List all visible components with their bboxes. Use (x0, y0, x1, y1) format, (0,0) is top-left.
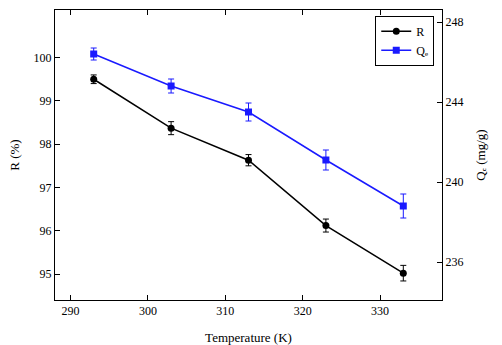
svg-text:100: 100 (34, 51, 52, 65)
svg-text:R (%): R (%) (7, 139, 22, 170)
svg-text:248: 248 (445, 15, 463, 29)
svg-text:300: 300 (139, 304, 157, 318)
svg-text:310: 310 (216, 304, 234, 318)
svg-text:Qₑ: Qₑ (416, 44, 428, 58)
svg-text:290: 290 (61, 304, 79, 318)
svg-text:330: 330 (371, 304, 389, 318)
svg-text:Temperature (K): Temperature (K) (205, 330, 292, 345)
svg-text:236: 236 (445, 255, 463, 269)
svg-text:97: 97 (40, 181, 52, 195)
svg-text:99: 99 (40, 94, 52, 108)
svg-text:Qₑ (mg/g): Qₑ (mg/g) (473, 129, 488, 180)
svg-text:96: 96 (40, 224, 52, 238)
svg-text:244: 244 (445, 95, 463, 109)
svg-text:R: R (416, 25, 424, 39)
svg-text:240: 240 (445, 175, 463, 189)
svg-text:95: 95 (40, 267, 52, 281)
svg-text:98: 98 (40, 137, 52, 151)
svg-text:320: 320 (294, 304, 312, 318)
